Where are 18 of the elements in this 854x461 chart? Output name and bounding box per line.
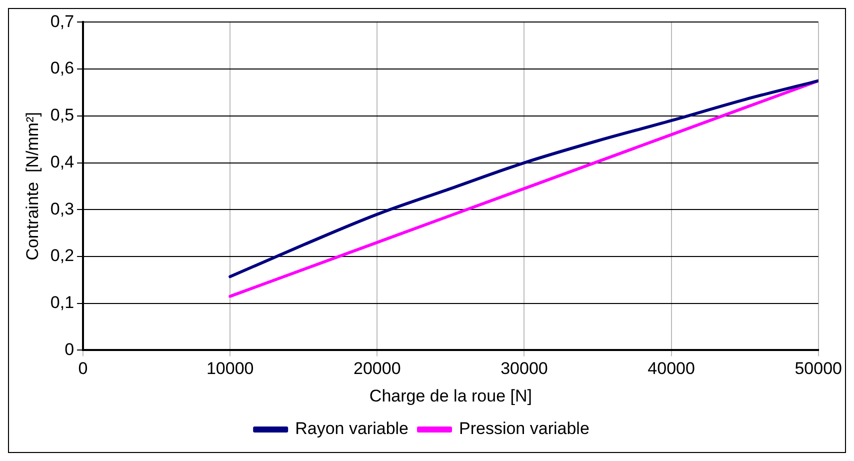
- legend-label: Pression variable: [459, 419, 590, 438]
- y-axis-title: Contrainte [N/mm²]: [22, 112, 42, 260]
- y-tick-label: 0,3: [50, 199, 74, 218]
- x-tick-label: 40000: [648, 359, 695, 378]
- x-axis-title: Charge de la roue [N]: [369, 386, 532, 406]
- x-tick-label: 50000: [794, 359, 842, 378]
- y-tick-label: 0,6: [50, 58, 74, 78]
- x-tick-label: 0: [78, 359, 88, 378]
- x-tick-label: 20000: [354, 359, 401, 378]
- legend-label: Rayon variable: [295, 419, 409, 438]
- y-tick-label: 0,2: [50, 246, 74, 266]
- x-tick-label: 10000: [206, 359, 254, 378]
- y-tick-label: 0,1: [50, 293, 74, 312]
- y-tick-label: 0,5: [50, 106, 74, 125]
- x-tick-label: 30000: [500, 359, 548, 378]
- y-tick-label: 0: [64, 340, 74, 359]
- y-tick-label: 0,7: [50, 12, 74, 31]
- y-tick-label: 0,4: [50, 152, 74, 172]
